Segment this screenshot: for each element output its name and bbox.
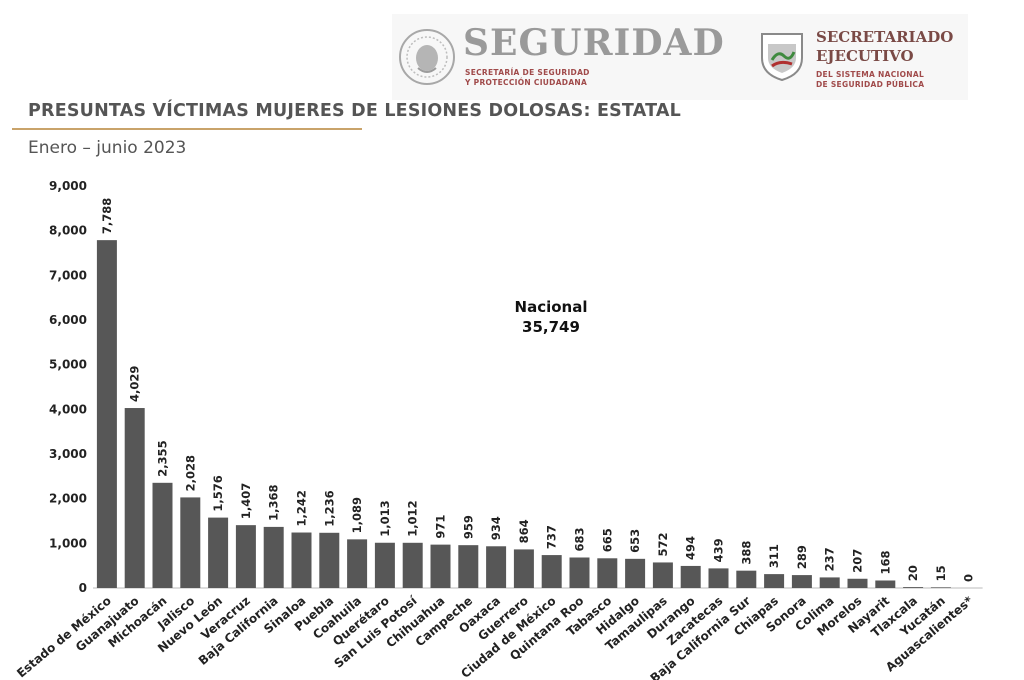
data-label: 388 <box>739 541 753 565</box>
data-label: 237 <box>823 547 837 571</box>
y-tick-label: 2,000 <box>49 492 87 506</box>
data-label: 7,788 <box>100 198 114 234</box>
data-label: 0 <box>962 574 976 582</box>
title-divider <box>12 128 362 130</box>
bar <box>235 525 256 588</box>
data-label: 572 <box>656 532 670 556</box>
y-tick-label: 3,000 <box>49 447 87 461</box>
data-label: 20 <box>906 565 920 581</box>
bar <box>263 526 284 588</box>
data-label: 971 <box>434 515 448 539</box>
data-label: 1,368 <box>267 485 281 521</box>
data-label: 1,089 <box>350 497 364 533</box>
data-label: 1,012 <box>406 500 420 536</box>
data-label: 665 <box>600 528 614 552</box>
bar <box>708 568 729 588</box>
bar <box>513 549 534 588</box>
bar <box>541 555 562 588</box>
data-label: 683 <box>573 527 587 551</box>
data-label: 959 <box>461 515 475 539</box>
chart-subtitle: Enero – junio 2023 <box>28 138 187 158</box>
bar <box>875 580 896 588</box>
bar <box>486 546 507 588</box>
bar-chart: 0 1,000 2,000 3,000 4,000 5,000 6,000 7,000 8,00… <box>14 179 983 680</box>
data-label: 494 <box>684 536 698 560</box>
bar <box>152 482 173 588</box>
bar <box>625 558 646 588</box>
y-tick-label: 6,000 <box>49 313 87 327</box>
bar <box>680 565 701 588</box>
bar <box>903 587 924 588</box>
bar <box>597 558 618 588</box>
data-label: 168 <box>878 550 892 574</box>
bar <box>402 542 423 588</box>
secretariado-wordmark: SECRETARIADO EJECUTIVO <box>816 28 954 65</box>
bar <box>847 578 868 588</box>
seguridad-wordmark: SEGURIDAD <box>463 22 725 64</box>
logo-band <box>392 14 968 100</box>
data-label: 4,029 <box>128 366 142 402</box>
bar <box>430 544 451 588</box>
y-tick-label: 4,000 <box>49 402 87 416</box>
bar <box>96 240 117 589</box>
data-label: 934 <box>489 516 503 540</box>
data-label: 653 <box>628 529 642 553</box>
bar <box>124 408 145 588</box>
data-label: 439 <box>712 538 726 562</box>
bar <box>458 545 479 588</box>
data-label: 737 <box>545 525 559 549</box>
bar <box>374 542 395 588</box>
bar <box>291 532 312 588</box>
y-tick-label: 5,000 <box>49 358 87 372</box>
bar <box>208 517 229 588</box>
national-total-label: Nacional <box>515 298 588 316</box>
chart-title: PRESUNTAS VÍCTIMAS MUJERES DE LESIONES D… <box>28 101 681 121</box>
bar <box>652 562 673 588</box>
y-tick-label: 9,000 <box>49 179 87 193</box>
data-label: 1,013 <box>378 500 392 536</box>
bar <box>180 497 201 588</box>
data-label: 311 <box>767 544 781 568</box>
data-label: 207 <box>851 549 865 573</box>
bar <box>347 539 368 588</box>
bar <box>819 577 840 588</box>
shield-logo-icon <box>761 33 803 82</box>
secretariado-subtitle: DEL SISTEMA NACIONAL DE SEGURIDAD PÚBLIC… <box>816 70 925 89</box>
data-label: 2,355 <box>156 440 170 476</box>
data-label: 1,576 <box>211 475 225 511</box>
data-label: 1,407 <box>239 483 253 519</box>
bar <box>764 574 785 588</box>
data-label: 2,028 <box>183 455 197 491</box>
y-tick-label: 8,000 <box>49 224 87 238</box>
data-label: 1,236 <box>322 490 336 526</box>
bar <box>319 532 340 588</box>
y-tick-label: 7,000 <box>49 268 87 282</box>
bar <box>791 575 812 588</box>
y-tick-label: 0 <box>79 581 87 595</box>
seguridad-subtitle: SECRETARÍA DE SEGURIDAD Y PROTECCIÓN CIU… <box>465 68 590 87</box>
national-total-value: 35,749 <box>522 318 580 336</box>
data-label: 1,242 <box>295 490 309 526</box>
data-label: 864 <box>517 519 531 543</box>
bar <box>736 570 757 588</box>
bar <box>569 557 590 588</box>
data-label: 289 <box>795 545 809 569</box>
mexico-seal-logo <box>399 29 455 85</box>
data-label: 15 <box>934 565 948 581</box>
bar <box>930 587 951 588</box>
y-tick-label: 1,000 <box>49 536 87 550</box>
